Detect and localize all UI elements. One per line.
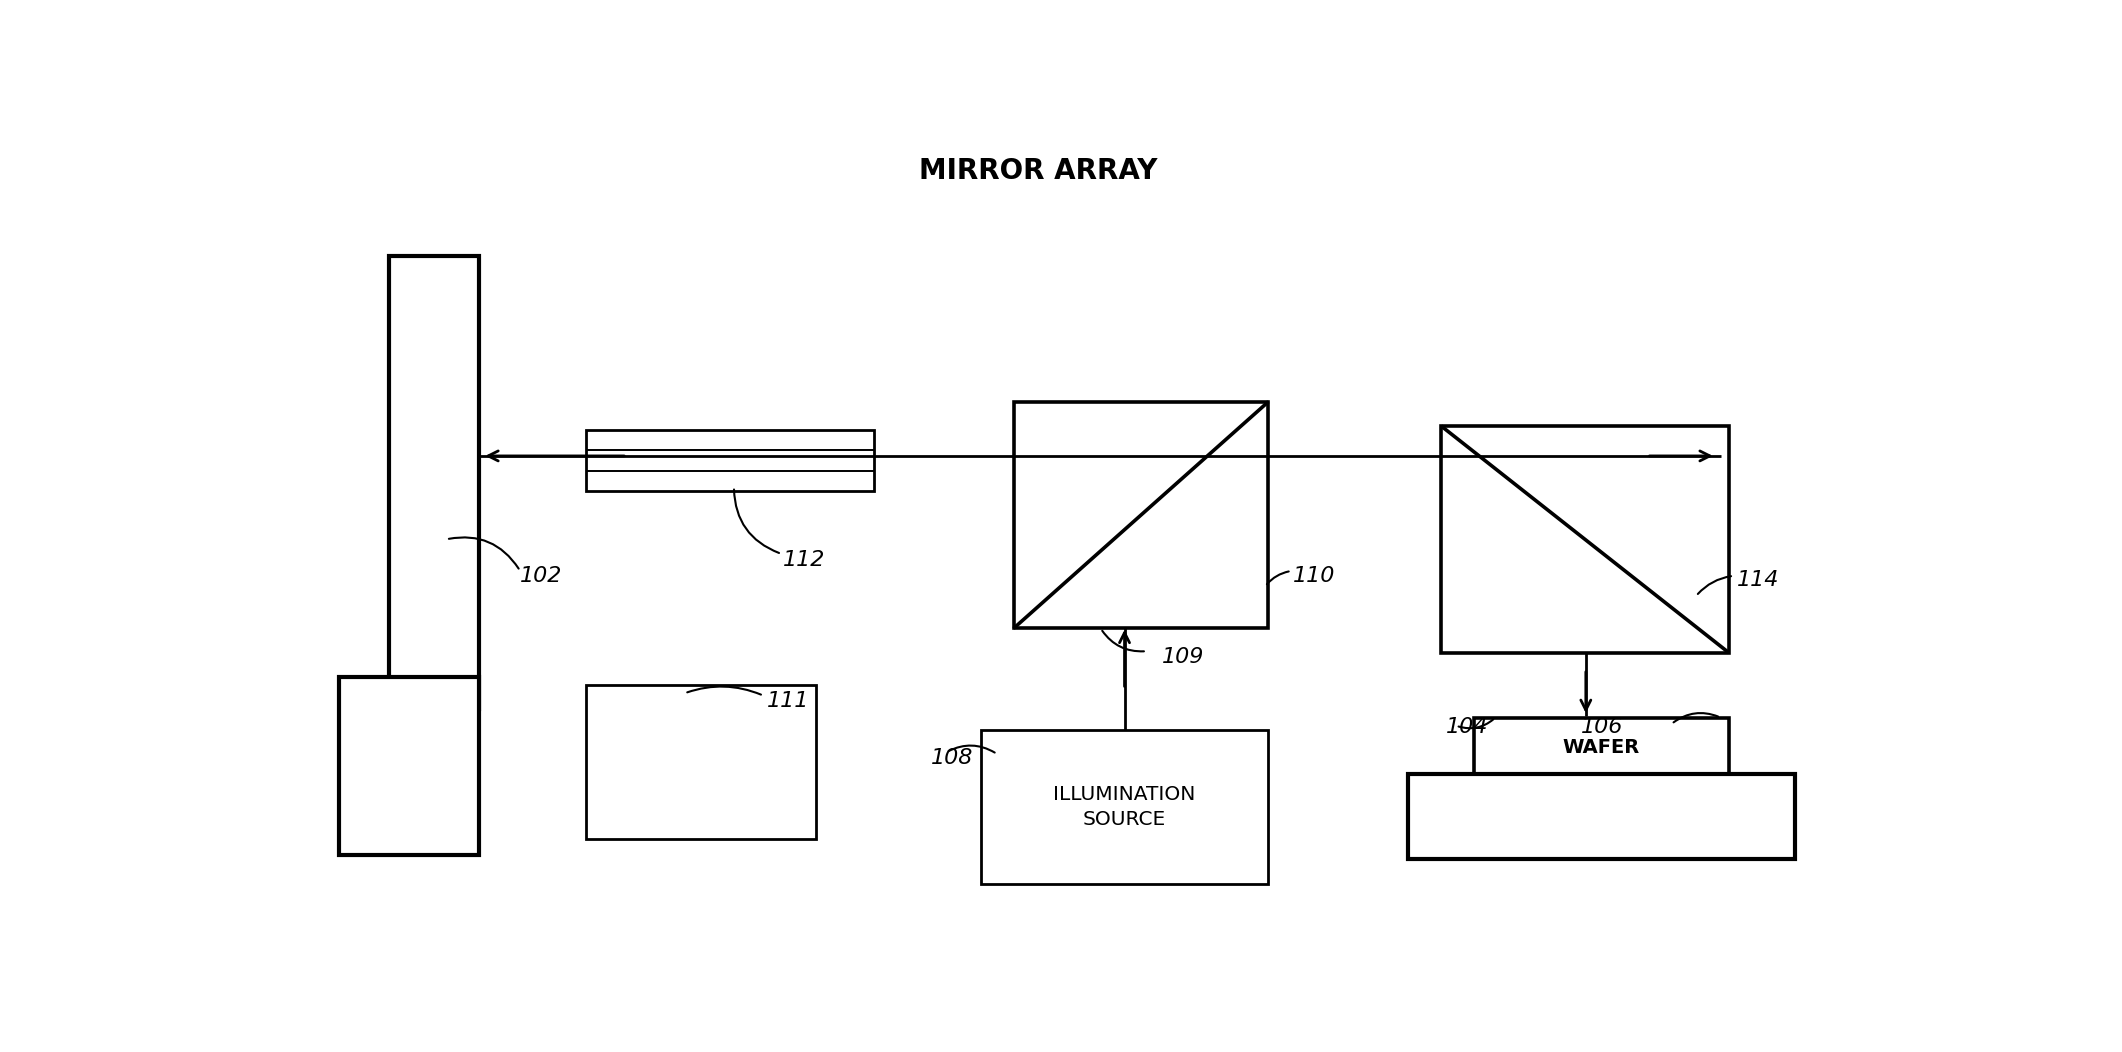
Bar xyxy=(1409,774,1795,859)
Text: 112: 112 xyxy=(783,549,825,569)
Text: 108: 108 xyxy=(932,748,974,768)
Bar xyxy=(980,730,1269,884)
Bar xyxy=(1475,717,1729,778)
Text: 114: 114 xyxy=(1738,570,1780,590)
Text: WAFER: WAFER xyxy=(1562,739,1640,757)
Text: 109: 109 xyxy=(1161,647,1203,667)
Text: 111: 111 xyxy=(766,691,808,711)
Bar xyxy=(1014,402,1269,628)
Text: 106: 106 xyxy=(1581,717,1623,737)
Text: 110: 110 xyxy=(1292,566,1335,586)
Bar xyxy=(388,256,480,709)
Bar xyxy=(586,685,817,839)
Bar xyxy=(1441,426,1729,652)
Text: MIRROR ARRAY: MIRROR ARRAY xyxy=(919,157,1156,185)
Text: ILLUMINATION
SOURCE: ILLUMINATION SOURCE xyxy=(1053,785,1195,829)
Bar xyxy=(340,677,480,855)
Text: 104: 104 xyxy=(1445,717,1488,737)
Bar xyxy=(586,430,874,490)
Text: 102: 102 xyxy=(520,566,562,586)
